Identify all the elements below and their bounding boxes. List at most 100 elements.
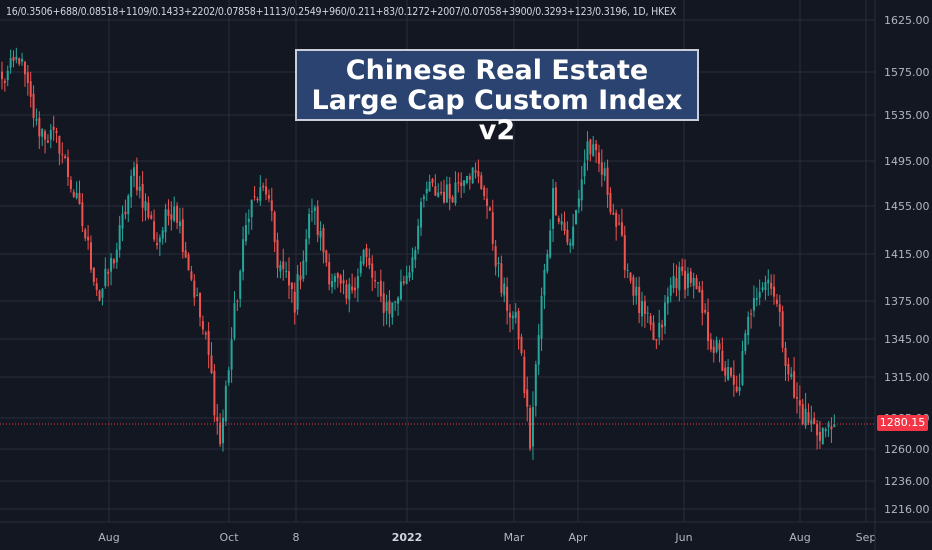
candle-body bbox=[385, 302, 388, 312]
candle-body bbox=[376, 282, 379, 284]
last-price-label: 1280.15 bbox=[877, 415, 928, 431]
candle-body bbox=[732, 374, 735, 385]
candle-body bbox=[420, 201, 423, 228]
candle-body bbox=[684, 271, 687, 290]
candle-body bbox=[362, 250, 365, 265]
candle-body bbox=[807, 412, 810, 423]
candle-body bbox=[221, 417, 224, 444]
candle-body bbox=[500, 263, 503, 293]
candle-body bbox=[253, 196, 256, 198]
candle-body bbox=[824, 428, 827, 432]
candle-body bbox=[61, 154, 64, 156]
candle-body bbox=[770, 282, 773, 289]
candle-body bbox=[575, 209, 577, 225]
y-tick-label: 1495.00 bbox=[884, 155, 930, 168]
candle-body bbox=[784, 347, 787, 367]
candle-body bbox=[339, 275, 342, 284]
candle-body bbox=[374, 279, 377, 282]
candle-body bbox=[124, 211, 127, 215]
candle-body bbox=[514, 312, 517, 318]
candle-body bbox=[405, 275, 408, 284]
candle-body bbox=[115, 249, 118, 263]
candle-body bbox=[184, 250, 187, 258]
candle-body bbox=[494, 246, 497, 267]
candle-body bbox=[638, 286, 641, 314]
candle-body bbox=[508, 312, 511, 318]
candle-body bbox=[755, 298, 758, 300]
candle-body bbox=[715, 340, 718, 352]
x-tick-label: Apr bbox=[568, 531, 588, 544]
candle-body bbox=[787, 363, 790, 375]
candle-body bbox=[144, 201, 147, 211]
candle-body bbox=[752, 298, 755, 311]
candle-body bbox=[437, 192, 440, 197]
candle-body bbox=[695, 277, 698, 290]
candle-body bbox=[471, 167, 474, 184]
candle-body bbox=[135, 164, 138, 191]
candle-body bbox=[394, 301, 397, 303]
candle-body bbox=[618, 223, 621, 225]
candle-body bbox=[643, 301, 646, 314]
candle-body bbox=[178, 221, 181, 227]
candle-body bbox=[801, 404, 804, 424]
candle-body bbox=[207, 330, 210, 355]
candle-body bbox=[193, 280, 196, 298]
y-tick-label: 1315.00 bbox=[884, 371, 930, 384]
candle-body bbox=[316, 206, 319, 236]
candle-body bbox=[72, 191, 75, 197]
candle-body bbox=[758, 291, 761, 298]
candle-body bbox=[328, 262, 331, 285]
candle-body bbox=[661, 324, 664, 328]
candle-body bbox=[81, 202, 84, 227]
candle-body bbox=[84, 229, 87, 239]
candle-body bbox=[511, 315, 514, 319]
candle-body bbox=[302, 260, 305, 279]
candle-body bbox=[451, 197, 454, 203]
candle-body bbox=[615, 212, 618, 227]
candle-body bbox=[747, 316, 750, 336]
candle-body bbox=[434, 186, 437, 196]
candle-body bbox=[35, 119, 38, 121]
candle-body bbox=[391, 302, 394, 318]
candle-body bbox=[133, 167, 136, 176]
candle-body bbox=[775, 299, 778, 304]
candle-body bbox=[371, 263, 374, 278]
candle-body bbox=[830, 426, 833, 430]
candle-body bbox=[98, 290, 101, 301]
candle-body bbox=[299, 275, 302, 281]
candle-body bbox=[262, 185, 265, 188]
candle-body bbox=[239, 271, 242, 299]
candle-body bbox=[718, 343, 721, 350]
candle-body bbox=[75, 192, 78, 199]
candle-body bbox=[46, 140, 49, 143]
candle-body bbox=[790, 373, 793, 377]
candle-body bbox=[632, 277, 635, 296]
candle-body bbox=[781, 311, 784, 348]
candle-body bbox=[164, 209, 167, 233]
candle-body bbox=[104, 268, 107, 287]
candle-body bbox=[692, 277, 695, 286]
candle-body bbox=[534, 364, 537, 406]
candle-body bbox=[612, 212, 615, 215]
candle-body bbox=[531, 407, 534, 447]
candle-body bbox=[187, 254, 190, 271]
candle-body bbox=[15, 56, 18, 60]
candle-body bbox=[331, 281, 334, 288]
candle-body bbox=[606, 167, 609, 195]
y-tick-label: 1375.00 bbox=[884, 295, 930, 308]
candle-body bbox=[422, 196, 425, 200]
candle-body bbox=[213, 370, 216, 416]
candle-body bbox=[345, 284, 348, 299]
candle-body bbox=[804, 408, 807, 426]
candle-body bbox=[583, 162, 586, 177]
x-tick-label: Aug bbox=[789, 531, 810, 544]
candle-body bbox=[26, 72, 29, 84]
candle-body bbox=[1, 71, 3, 80]
candle-body bbox=[49, 130, 52, 140]
candle-body bbox=[750, 313, 753, 315]
candle-body bbox=[666, 296, 669, 304]
candle-body bbox=[431, 178, 434, 184]
candle-body bbox=[810, 420, 813, 425]
